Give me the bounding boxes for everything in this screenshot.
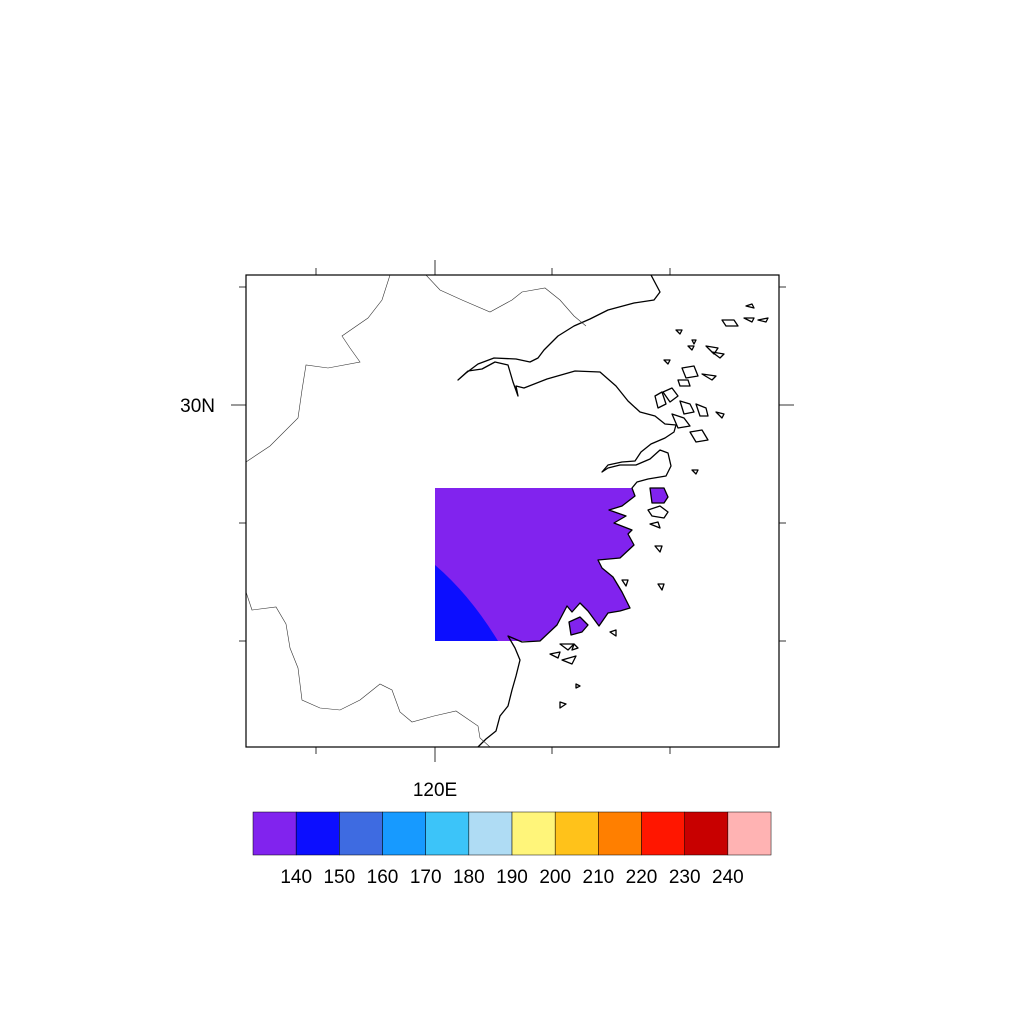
coastline	[457, 275, 769, 747]
island-region-140	[650, 488, 668, 503]
colorbar-label: 200	[539, 867, 571, 888]
colorbar-label: 180	[453, 867, 485, 888]
colorbar-swatch	[339, 811, 383, 856]
colorbar-swatch	[382, 811, 426, 856]
field-region-150	[435, 565, 498, 641]
colorbar-label: 230	[669, 867, 701, 888]
colorbar-swatch	[511, 811, 556, 856]
colorbar-label: 140	[280, 867, 312, 888]
colorbar-label: 240	[712, 867, 744, 888]
colorbar-swatch	[295, 811, 340, 856]
colorbar-swatch	[425, 811, 470, 856]
axis-ticks	[231, 260, 794, 762]
colorbar-swatch	[468, 811, 513, 856]
lon-label: 120E	[413, 780, 457, 801]
colorbar-label: 170	[410, 867, 442, 888]
province-borders	[246, 275, 587, 747]
colorbar-swatch	[641, 811, 685, 856]
field-shading	[435, 488, 668, 641]
colorbar-swatch	[727, 811, 772, 856]
colorbar-swatch	[598, 811, 642, 856]
lat-label: 30N	[180, 396, 215, 417]
colorbar-label: 190	[496, 867, 528, 888]
field-region-140	[435, 488, 635, 641]
colorbar-label: 160	[367, 867, 399, 888]
colorbar: 140 150 160 170 180 190 200 210 220 230 240	[252, 811, 772, 888]
colorbar-swatch	[554, 811, 599, 856]
colorbar-swatch	[252, 811, 297, 856]
map-frame	[245, 274, 780, 748]
colorbar-swatch	[684, 811, 729, 856]
colorbar-label: 220	[626, 867, 658, 888]
colorbar-label: 210	[583, 867, 615, 888]
colorbar-label: 150	[323, 867, 355, 888]
